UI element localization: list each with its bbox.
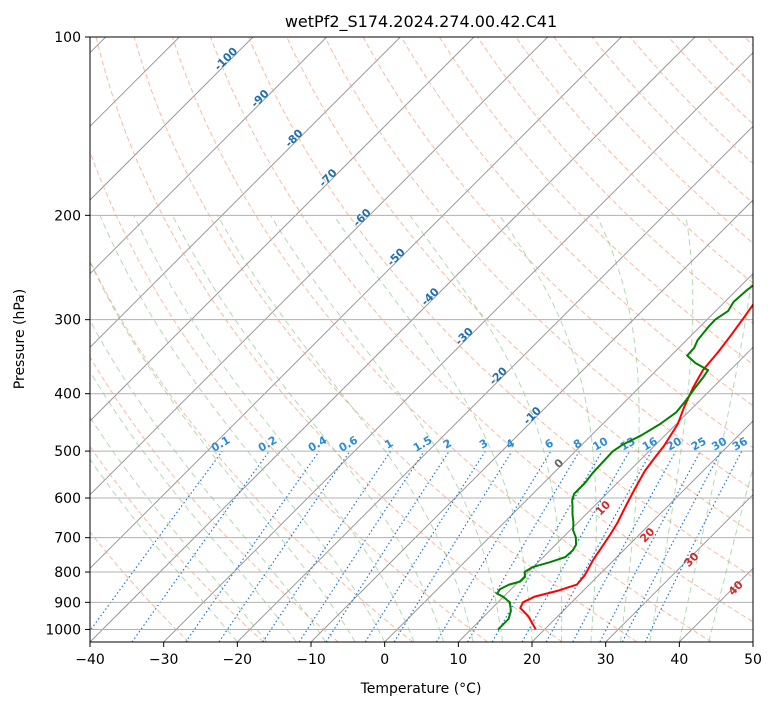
mixing-ratio-line bbox=[131, 450, 270, 642]
moist-adiabat bbox=[270, 215, 503, 642]
moist-adiabat bbox=[90, 458, 238, 642]
x-tick-label: 10 bbox=[449, 652, 467, 668]
dry-adiabat bbox=[90, 531, 190, 642]
dry-adiabat bbox=[515, 37, 753, 284]
y-axis: 100 200 300 400 500 600 700 800 900 1000 bbox=[45, 30, 90, 638]
y-tick-label: 500 bbox=[54, 444, 81, 460]
moist-adiabat bbox=[90, 416, 268, 642]
dry-adiabat bbox=[90, 356, 339, 642]
plot-border bbox=[89, 36, 754, 643]
moist-adiabat bbox=[172, 215, 445, 642]
mixing-ratio-line bbox=[572, 450, 677, 642]
x-tick-label: 0 bbox=[380, 652, 389, 668]
y-tick-label: 800 bbox=[54, 565, 81, 581]
moist-adiabat bbox=[596, 215, 640, 642]
y-tick-label: 700 bbox=[54, 531, 81, 547]
isotherm-line bbox=[163, 51, 753, 642]
isotherm-line bbox=[236, 125, 753, 642]
dry-adiabat bbox=[90, 445, 264, 642]
profiles bbox=[496, 284, 753, 631]
isotherm-line bbox=[752, 641, 753, 642]
plot-frame bbox=[89, 36, 754, 643]
mixing-ratio-line bbox=[298, 450, 425, 642]
plot-area bbox=[90, 37, 753, 642]
x-tick-label: −20 bbox=[223, 652, 253, 668]
moist-adiabat bbox=[99, 215, 386, 642]
isotherm-line bbox=[90, 37, 254, 201]
dry-adiabat bbox=[400, 37, 753, 407]
dry-adiabat bbox=[90, 259, 414, 642]
y-tick-label: 400 bbox=[54, 387, 81, 403]
dry-adiabat bbox=[133, 37, 638, 642]
isotherm-line bbox=[605, 493, 753, 642]
moist-adiabat bbox=[333, 215, 533, 642]
x-axis: −40 −30 −20 −10 0 10 20 30 40 50 bbox=[75, 642, 762, 668]
x-tick-label: 20 bbox=[523, 652, 541, 668]
isotherm-line bbox=[90, 37, 696, 642]
x-axis-label: Temperature (°C) bbox=[360, 681, 482, 697]
y-tick-label: 1000 bbox=[45, 622, 81, 638]
y-tick-label: 900 bbox=[54, 595, 81, 611]
y-tick-label: 600 bbox=[54, 491, 81, 507]
isotherm-line bbox=[384, 272, 753, 642]
dewpoint-profile bbox=[496, 284, 753, 631]
plot-background bbox=[90, 37, 753, 642]
background-lines bbox=[90, 37, 753, 642]
dry-adiabat bbox=[438, 37, 753, 366]
mixing-ratio-line bbox=[521, 450, 631, 642]
isotherm-line bbox=[90, 37, 328, 275]
chart-title: wetPf2_S174.2024.274.00.42.C41 bbox=[285, 12, 557, 32]
x-tick-label: 50 bbox=[744, 652, 762, 668]
mixing-ratio-line bbox=[545, 450, 653, 642]
x-tick-label: −30 bbox=[149, 652, 179, 668]
mixing-ratio-line bbox=[90, 450, 223, 632]
dry-adiabat bbox=[210, 37, 753, 623]
dry-adiabat bbox=[171, 37, 712, 642]
moist-adiabat bbox=[649, 215, 694, 642]
y-tick-label: 100 bbox=[54, 30, 81, 46]
moist-adiabat bbox=[409, 215, 563, 642]
y-tick-label: 300 bbox=[54, 313, 81, 329]
dry-adiabat bbox=[248, 37, 753, 578]
moist-adiabat bbox=[90, 370, 297, 642]
mixing-ratio-line bbox=[644, 450, 743, 642]
moist-adiabat bbox=[678, 265, 753, 642]
x-tick-label: 30 bbox=[597, 652, 615, 668]
mixing-ratio-line bbox=[393, 450, 513, 642]
isotherm-line bbox=[90, 37, 401, 349]
isotherm-line bbox=[90, 37, 622, 570]
mixing-ratio-line bbox=[325, 450, 450, 642]
isotherm-line bbox=[531, 420, 753, 642]
moist-adiabat bbox=[90, 319, 327, 642]
x-tick-label: −10 bbox=[296, 652, 326, 668]
moist-adiabat bbox=[90, 260, 356, 642]
pressure-gridlines bbox=[90, 37, 753, 630]
isotherm-line bbox=[90, 37, 475, 422]
dry-adiabat bbox=[90, 150, 488, 642]
moist-adiabat bbox=[133, 215, 415, 642]
x-tick-label: −40 bbox=[75, 652, 105, 668]
y-tick-label: 200 bbox=[54, 208, 81, 224]
moist-adiabat bbox=[217, 215, 474, 642]
isotherm-line bbox=[90, 37, 549, 496]
dry-adiabat bbox=[95, 37, 563, 642]
mixing-ratio-line bbox=[218, 450, 351, 642]
temperature-profile bbox=[519, 302, 753, 630]
y-axis-label: Pressure (hPa) bbox=[12, 289, 28, 389]
dry-adiabat bbox=[324, 37, 753, 491]
x-tick-label: 40 bbox=[670, 652, 688, 668]
mixing-ratio-line bbox=[185, 450, 320, 642]
mixing-ratio-line bbox=[262, 450, 392, 642]
